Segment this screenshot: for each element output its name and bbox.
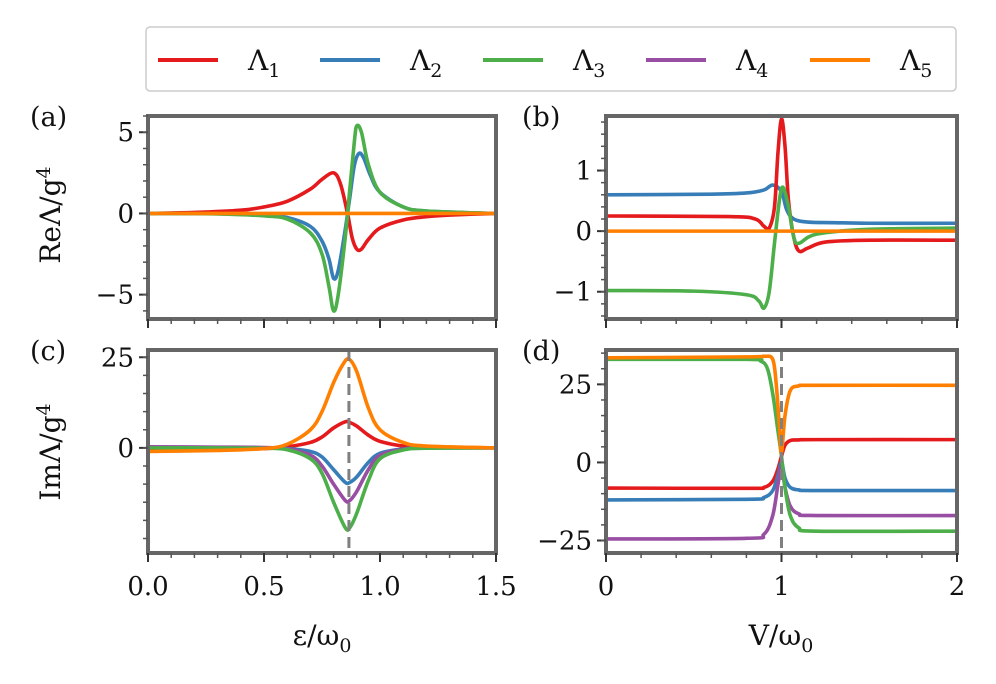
y-tick-label: 1 [575, 157, 592, 187]
y-tick-label: −5 [96, 281, 134, 311]
x-axis-title-right-main: V/ω [748, 619, 802, 652]
legend-label-L5: Λ5 [899, 44, 932, 82]
legend-label-L3: Λ3 [572, 44, 605, 82]
y-tick-label: 25 [101, 343, 134, 373]
panel-a: −5 0 5 (a) [30, 102, 498, 328]
y-tick-label: 0 [117, 199, 134, 229]
x-axis-title-left-main: ε/ω [293, 619, 340, 652]
y-tick-label: 0 [575, 217, 592, 247]
legend-frame [145, 26, 957, 92]
legend-label-L4: Λ4 [735, 44, 768, 82]
legend-label-sub: 2 [430, 60, 442, 82]
x-tick-label: 0.0 [127, 572, 168, 602]
series-L5-line [606, 354, 957, 456]
y-axis-title-bottom-main: ImΛ/g [34, 415, 67, 500]
panel-label: (c) [30, 336, 66, 367]
series-L3-line [606, 185, 957, 311]
series-L3-line [148, 123, 496, 313]
y-tick-label: 0 [575, 448, 592, 478]
legend-label-sub: 4 [756, 60, 768, 82]
legend-entry-L5: Λ5 [810, 44, 932, 82]
x-axis-title-right: V/ω0 [748, 619, 814, 657]
axes-frame [146, 114, 498, 321]
x-axis-title-left-sub: 0 [339, 635, 351, 657]
series-L5-line [148, 356, 496, 454]
x-tick-label: 0.5 [243, 572, 284, 602]
x-tick-label: 2 [949, 572, 966, 602]
legend-label-main: Λ [572, 44, 594, 77]
x-tick-label: 1.0 [359, 572, 400, 602]
legend-label-main: Λ [899, 44, 921, 77]
x-tick-label: 0 [598, 572, 615, 602]
panel-label: (a) [30, 102, 67, 133]
legend-entry-L2: Λ2 [320, 44, 442, 82]
x-tick-label: 1 [773, 572, 790, 602]
x-tick-label: 1.5 [475, 572, 516, 602]
y-tick-label: −25 [537, 527, 592, 557]
legend-entry-L4: Λ4 [646, 44, 768, 82]
legend-label-L1: Λ1 [247, 44, 280, 82]
y-axis-title-top: ReΛ/g4 [33, 166, 67, 263]
legend-label-main: Λ [247, 44, 269, 77]
panel-b: −1 0 1 (b) [522, 102, 959, 328]
x-axis-title-left: ε/ω0 [293, 619, 352, 657]
legend: Λ1 Λ2 Λ3 Λ4 Λ5 [145, 26, 957, 92]
legend-label-L2: Λ2 [409, 44, 442, 82]
panel-label: (b) [522, 102, 560, 133]
series-L3-line [148, 446, 496, 532]
series-L2-line [606, 183, 957, 226]
legend-entry-L3: Λ3 [483, 44, 605, 82]
panel-c: 0 25 0.0 0.5 1.0 1.5 (c) [30, 336, 517, 602]
x-axis-title-right-sub: 0 [801, 635, 813, 657]
legend-label-main: Λ [409, 44, 431, 77]
legend-label-sub: 5 [920, 60, 932, 82]
y-tick-label: 25 [559, 370, 592, 400]
series-group [148, 356, 496, 532]
legend-label-main: Λ [735, 44, 757, 77]
y-axis-title-top-main: ReΛ/g [34, 178, 67, 263]
y-tick-label: 0 [117, 434, 134, 464]
legend-label-sub: 3 [593, 60, 605, 82]
legend-entry-L1: Λ1 [158, 44, 280, 82]
series-L1-line [606, 117, 957, 254]
y-axis-title-top-sup: 4 [33, 166, 55, 178]
series-group [606, 117, 957, 311]
axes-frame [146, 348, 498, 555]
y-axis-title-bottom: ImΛ/g4 [33, 403, 67, 500]
y-tick-label: 5 [117, 118, 134, 148]
panel-label: (d) [522, 336, 560, 367]
y-tick-label: −1 [554, 278, 592, 308]
y-axis-title-bottom-sup: 4 [33, 403, 55, 415]
series-group [148, 123, 496, 313]
legend-label-sub: 1 [268, 60, 280, 82]
